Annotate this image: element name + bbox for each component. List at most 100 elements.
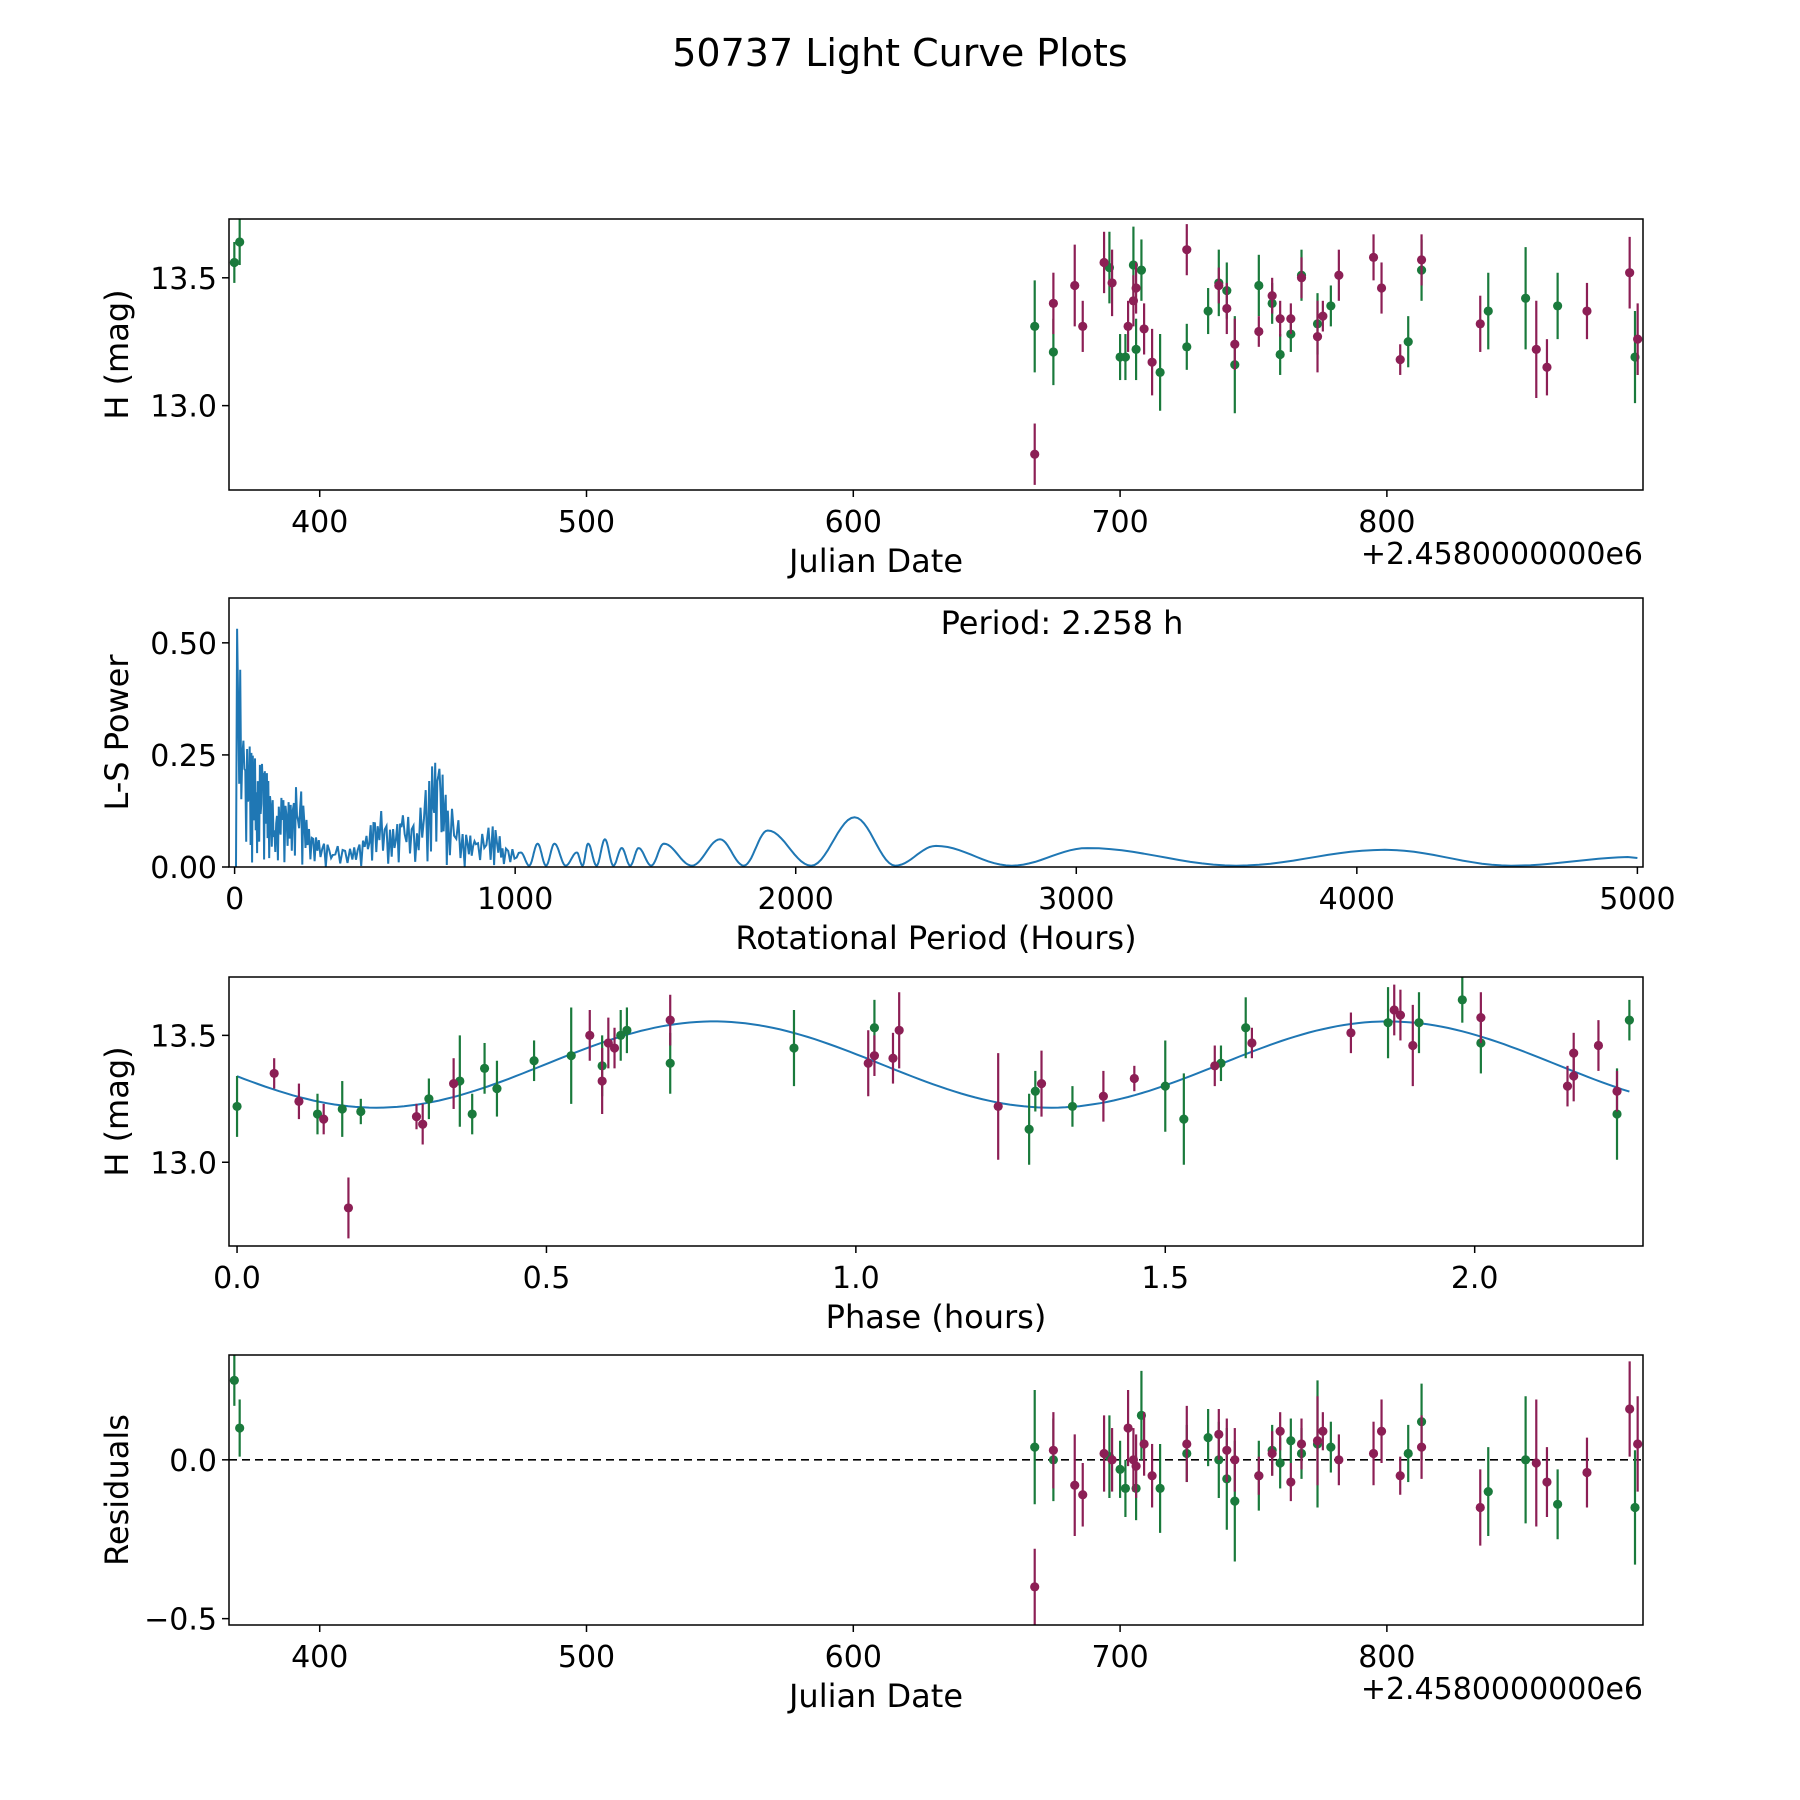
data-point-green	[1030, 1442, 1040, 1452]
periodogram-line	[235, 628, 1638, 867]
axes-frame-lightcurve	[228, 218, 1644, 491]
data-point-magenta	[894, 1025, 904, 1035]
data-point-magenta	[1099, 1448, 1109, 1459]
data-point-magenta	[665, 1015, 675, 1025]
data-point-green	[232, 1101, 242, 1112]
y-tick-label: 13.0	[150, 390, 217, 425]
data-point-green	[1179, 1114, 1189, 1124]
data-point-magenta	[1475, 1502, 1485, 1513]
data-point-magenta	[1542, 1477, 1552, 1487]
y-tick-label: 0.0	[169, 1444, 217, 1479]
data-point-magenta	[1230, 1455, 1240, 1465]
data-point-magenta	[1542, 362, 1552, 372]
data-point-green	[1275, 1458, 1285, 1468]
y-tick-label: 0.50	[150, 627, 217, 662]
x-offset-label: +2.4580000000e6	[1361, 537, 1643, 572]
x-tick-label: 4000	[1319, 882, 1395, 917]
data-point-green	[1483, 306, 1493, 316]
y-tick-label: 0.00	[150, 851, 217, 886]
data-point-magenta	[1612, 1086, 1622, 1096]
data-point-green	[1230, 1496, 1240, 1506]
data-point-magenta	[1296, 273, 1307, 283]
period-annotation: Period: 2.258 h	[941, 604, 1184, 642]
data-point-magenta	[863, 1058, 873, 1068]
data-point-magenta	[1569, 1048, 1579, 1058]
data-point-magenta	[1334, 1455, 1344, 1465]
data-point-green	[1115, 1464, 1125, 1474]
data-point-green	[1120, 352, 1131, 362]
panel-lightcurve: 400 500 600 700 800 13.0 13.5 Julian Date H (mag…	[98, 218, 1644, 580]
data-point-magenta	[1275, 314, 1285, 324]
data-point-green	[1403, 1448, 1413, 1459]
data-point-magenta	[1275, 1426, 1285, 1436]
data-point-green	[1553, 301, 1563, 311]
x-tick-label: 3000	[1038, 882, 1114, 917]
y-axis-label: H (mag)	[98, 289, 136, 419]
plot-area-residuals	[229, 1355, 1643, 1625]
data-point-magenta	[1318, 311, 1328, 321]
data-point-green	[235, 237, 245, 247]
data-point-green	[665, 1058, 675, 1068]
data-point-green	[1414, 1018, 1424, 1028]
data-point-magenta	[1267, 1448, 1277, 1459]
data-point-magenta	[1182, 1439, 1192, 1449]
y-axis-label: H (mag)	[98, 1046, 136, 1176]
data-point-magenta	[1139, 324, 1149, 334]
panel-residuals: 400 500 600 700 800 −0.5 0.0 Julian Date Residua…	[98, 1354, 1644, 1715]
x-tick-label: 1.0	[832, 1261, 880, 1296]
x-tick-label: 2.0	[1451, 1261, 1499, 1296]
x-tick-label: 800	[1358, 1640, 1415, 1675]
data-point-magenta	[1633, 334, 1643, 344]
data-point-magenta	[1416, 255, 1427, 265]
data-point-magenta	[418, 1119, 428, 1129]
x-tick-label: 0	[225, 882, 244, 917]
plot-area-lightcurve	[229, 219, 1643, 485]
data-point-green	[1383, 1018, 1393, 1028]
data-point-green	[479, 1063, 490, 1073]
data-point-magenta	[1531, 1458, 1541, 1468]
model-curve	[236, 1020, 1630, 1109]
data-point-green	[1067, 1101, 1078, 1112]
data-point-magenta	[1078, 1490, 1088, 1500]
data-point-magenta	[1416, 1442, 1427, 1452]
data-point-green	[1521, 293, 1531, 303]
data-point-magenta	[1098, 1091, 1108, 1101]
data-point-green	[1286, 1436, 1296, 1446]
x-tick-label: 1000	[477, 882, 553, 917]
data-point-magenta	[1123, 1423, 1133, 1433]
data-point-magenta	[1070, 1480, 1080, 1490]
x-tick-label: 2000	[758, 882, 834, 917]
data-point-green	[1612, 1109, 1622, 1119]
data-point-magenta	[1346, 1028, 1356, 1038]
y-tick-label: 0.25	[150, 739, 217, 774]
panel-periodogram: 0 1000 2000 3000 4000 5000 0.00 0.25 0.50 Rotatio…	[98, 597, 1676, 957]
data-point-green	[337, 1104, 347, 1114]
x-axis-label: Julian Date	[787, 542, 963, 580]
data-point-magenta	[1296, 1439, 1307, 1449]
y-tick-label: 13.0	[150, 1146, 217, 1181]
data-point-magenta	[1131, 1461, 1141, 1471]
data-point-green	[229, 1375, 239, 1386]
data-point-green	[1630, 1502, 1640, 1513]
data-point-magenta	[1286, 1477, 1296, 1487]
plot-area-phase	[232, 977, 1634, 1239]
data-point-green	[1326, 1442, 1336, 1452]
y-axis-label: Residuals	[98, 1414, 136, 1566]
data-point-green	[1241, 1023, 1251, 1033]
data-point-magenta	[1147, 1471, 1157, 1481]
data-point-magenta	[294, 1096, 304, 1106]
data-point-magenta	[1048, 298, 1058, 308]
data-point-magenta	[1147, 357, 1157, 367]
data-point-magenta	[1395, 355, 1405, 365]
data-point-magenta	[1376, 283, 1387, 293]
data-point-magenta	[1569, 1071, 1579, 1081]
data-point-green	[312, 1109, 323, 1119]
data-point-magenta	[1593, 1040, 1604, 1051]
x-tick-label: 0.5	[523, 1261, 571, 1296]
data-point-green	[1624, 1015, 1634, 1025]
x-tick-label: 700	[1091, 1640, 1148, 1675]
data-point-green	[1403, 337, 1413, 347]
x-tick-label: 0.0	[213, 1261, 261, 1296]
data-point-magenta	[1230, 339, 1240, 349]
data-point-magenta	[1070, 280, 1080, 291]
